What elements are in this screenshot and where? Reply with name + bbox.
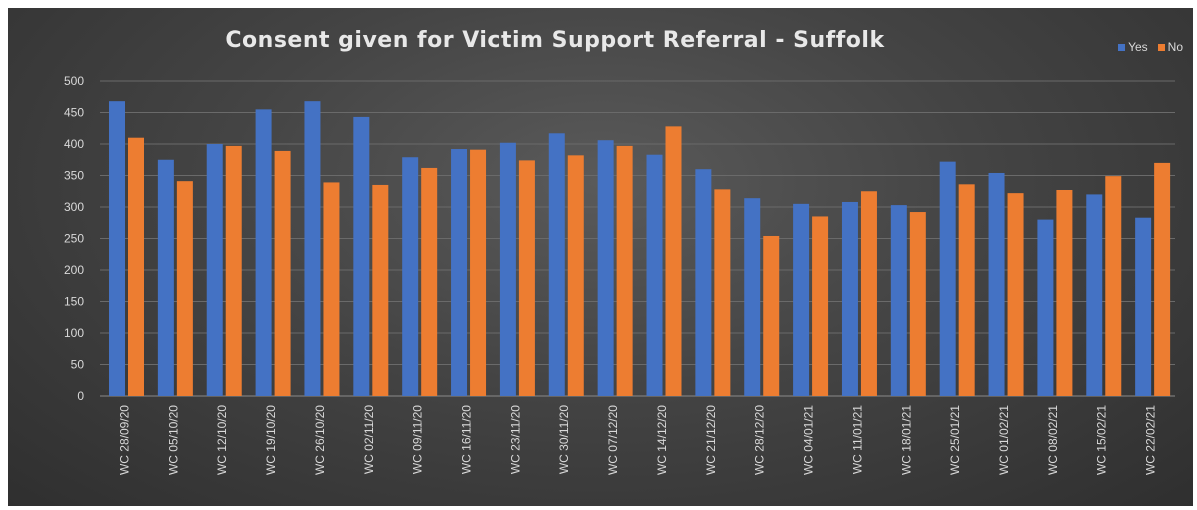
x-tick-label: WC 18/01/21 <box>899 405 913 475</box>
bar-no <box>958 184 975 396</box>
bar-no <box>372 184 389 396</box>
x-tick-label: WC 07/12/20 <box>606 405 620 475</box>
x-tick-label: WC 23/11/20 <box>508 405 522 474</box>
x-tick-label: WC 16/11/20 <box>459 405 473 474</box>
bar-no <box>1056 189 1073 396</box>
legend-item-yes: Yes <box>1118 40 1148 54</box>
x-tick-label: WC 19/10/20 <box>264 405 278 475</box>
x-tick-label: WC 14/12/20 <box>655 405 669 475</box>
bar-yes <box>548 133 565 397</box>
x-tick-label: WC 05/10/20 <box>166 405 180 475</box>
legend: Yes No <box>1118 40 1183 54</box>
x-tick-label: WC 28/09/20 <box>117 405 131 475</box>
bar-yes <box>597 140 614 396</box>
bar-no <box>812 216 829 396</box>
bar-yes <box>402 157 419 396</box>
y-tick-label: 200 <box>64 263 84 277</box>
bar-no <box>225 145 242 396</box>
legend-label-no: No <box>1167 40 1183 54</box>
bar-no <box>1105 176 1122 396</box>
y-tick-label: 350 <box>64 169 84 183</box>
bar-yes <box>695 169 712 396</box>
bar-no <box>567 155 584 396</box>
x-tick-label: WC 02/11/20 <box>362 405 376 474</box>
x-tick-label: WC 04/01/21 <box>802 405 816 475</box>
x-tick-label: WC 08/02/21 <box>1046 405 1060 475</box>
bar-no <box>714 189 731 396</box>
x-tick-label: WC 21/12/20 <box>704 405 718 475</box>
bar-no <box>323 182 340 396</box>
bar-yes <box>1135 217 1152 396</box>
bar-no <box>1007 193 1024 396</box>
bar-yes <box>939 161 956 396</box>
bar-no <box>860 191 877 396</box>
y-tick-label: 300 <box>64 200 84 214</box>
y-tick-label: 100 <box>64 326 84 340</box>
legend-item-no: No <box>1157 40 1183 54</box>
bar-yes <box>499 142 516 396</box>
bar-yes <box>157 159 174 396</box>
bar-yes <box>646 154 663 396</box>
legend-swatch-no <box>1157 43 1165 51</box>
chart-title: Consent given for Victim Support Referra… <box>225 28 885 53</box>
bar-no <box>616 145 633 396</box>
y-tick-label: 400 <box>64 137 84 151</box>
bar-yes <box>841 201 858 396</box>
bar-yes <box>988 172 1005 396</box>
x-tick-label: WC 12/10/20 <box>215 405 229 475</box>
bar-no <box>909 212 926 396</box>
bar-no <box>1154 162 1171 396</box>
bar-yes <box>255 109 272 396</box>
bar-no <box>176 181 193 396</box>
bar-yes <box>353 116 370 396</box>
bar-no <box>274 150 291 396</box>
x-tick-label: WC 01/02/21 <box>997 405 1011 475</box>
bar-yes <box>304 101 321 396</box>
y-tick-label: 450 <box>64 106 84 120</box>
bar-yes <box>451 149 468 396</box>
bar-no <box>128 137 144 396</box>
bar-no <box>665 126 682 397</box>
y-tick-label: 500 <box>64 74 84 88</box>
x-tick-label: WC 11/01/21 <box>850 405 864 474</box>
bar-yes <box>890 205 907 396</box>
x-tick-label: WC 26/10/20 <box>313 405 327 475</box>
bar-no <box>470 149 487 396</box>
y-tick-label: 250 <box>64 232 84 246</box>
x-tick-label: WC 25/01/21 <box>948 405 962 475</box>
x-tick-label: WC 15/02/21 <box>1095 405 1109 475</box>
legend-label-yes: Yes <box>1128 40 1148 54</box>
bar-yes <box>109 101 125 396</box>
bar-no <box>421 167 438 396</box>
x-tick-label: WC 28/12/20 <box>753 405 767 475</box>
bar-yes <box>206 144 223 396</box>
legend-swatch-yes <box>1118 43 1126 51</box>
bar-yes <box>744 198 761 396</box>
x-tick-label: WC 30/11/20 <box>557 405 571 474</box>
x-tick-label: WC 09/11/20 <box>411 405 425 474</box>
bar-yes <box>1086 194 1103 396</box>
y-tick-label: 150 <box>64 295 84 309</box>
y-tick-label: 50 <box>71 358 85 372</box>
bar-yes <box>1037 219 1054 396</box>
bar-no <box>518 160 535 396</box>
bar-no <box>763 235 780 396</box>
x-tick-label: WC 22/02/21 <box>1144 405 1158 475</box>
bar-yes <box>793 203 810 396</box>
y-tick-label: 0 <box>77 389 84 403</box>
